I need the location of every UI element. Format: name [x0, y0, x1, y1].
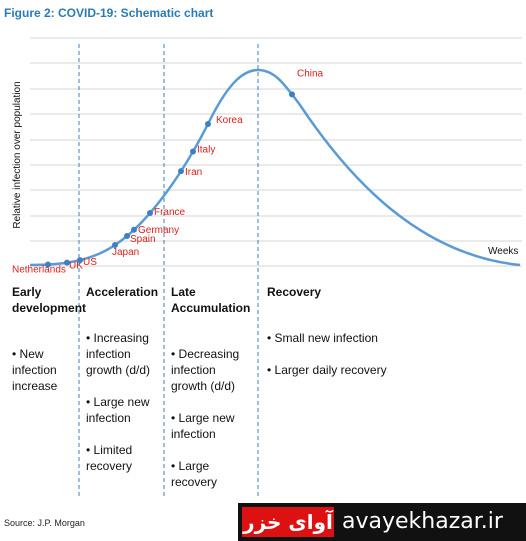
- phase-column: Late Accumulation • Decreasing infection …: [171, 284, 255, 506]
- phase-column: Recovery • Small new infection • Larger da…: [267, 284, 417, 394]
- country-marker: [111, 242, 118, 248]
- source: Source: J.P. Morgan: [4, 518, 85, 528]
- watermark-logo: آوای خزر: [242, 507, 334, 537]
- phase-column: Acceleration • Increasing infection growt…: [86, 284, 162, 490]
- country-label: Korea: [216, 115, 243, 126]
- watermark-site: avayekhazar.ir: [342, 509, 503, 534]
- phase-heading: Recovery: [267, 285, 322, 299]
- country-marker: [189, 148, 196, 155]
- country-label: China: [297, 68, 324, 79]
- phase-dividers: [78, 44, 259, 498]
- country-marker: [44, 261, 51, 268]
- phase-bullet: • Decreasing infection growth (d/d): [171, 347, 240, 393]
- phase-heading: Early development: [12, 285, 87, 315]
- phase-bullet: • Larger daily recovery: [267, 363, 387, 377]
- country-label: Iran: [185, 167, 202, 178]
- country-marker: [288, 91, 295, 98]
- country-label: Spain: [130, 234, 156, 245]
- country-label: UK: [69, 261, 83, 272]
- country-label: US: [83, 257, 97, 268]
- country-label: Germany: [138, 225, 179, 236]
- curve: [29, 68, 521, 267]
- country-label: Japan: [112, 247, 139, 258]
- phase-bullet: • Large new infection: [86, 395, 150, 425]
- x-axis-label: Weeks: [488, 246, 518, 257]
- phase-bullet: • New infection increase: [12, 347, 58, 393]
- watermark: آوای خزر avayekhazar.ir: [238, 503, 526, 541]
- country-marker: [130, 226, 137, 233]
- phase-column: Early development • New infection increas…: [12, 284, 87, 410]
- phase-bullet: • Small new infection: [267, 331, 378, 345]
- country-label: Netherlands: [12, 265, 66, 276]
- grid: [30, 37, 522, 267]
- phase-bullet: • Large recovery: [171, 459, 218, 489]
- chart-title: Figure 2: COVID-19: Schematic chart: [4, 6, 214, 20]
- country-marker: [123, 233, 130, 240]
- country-marker: [63, 259, 70, 266]
- country-label: France: [154, 207, 186, 218]
- country-marker: [146, 210, 153, 217]
- y-axis-label: Relative infection over population: [12, 81, 23, 228]
- country-marker: [76, 257, 83, 264]
- country-marker: [177, 168, 184, 175]
- country-label: Italy: [197, 145, 215, 156]
- phase-bullet: • Increasing infection growth (d/d): [86, 331, 151, 377]
- country-marker: [204, 120, 211, 127]
- phase-heading: Acceleration: [86, 285, 159, 299]
- phase-heading: Late Accumulation: [171, 285, 251, 315]
- phase-bullet: • Large new infection: [171, 411, 235, 441]
- phase-bullet: • Limited recovery: [86, 443, 133, 473]
